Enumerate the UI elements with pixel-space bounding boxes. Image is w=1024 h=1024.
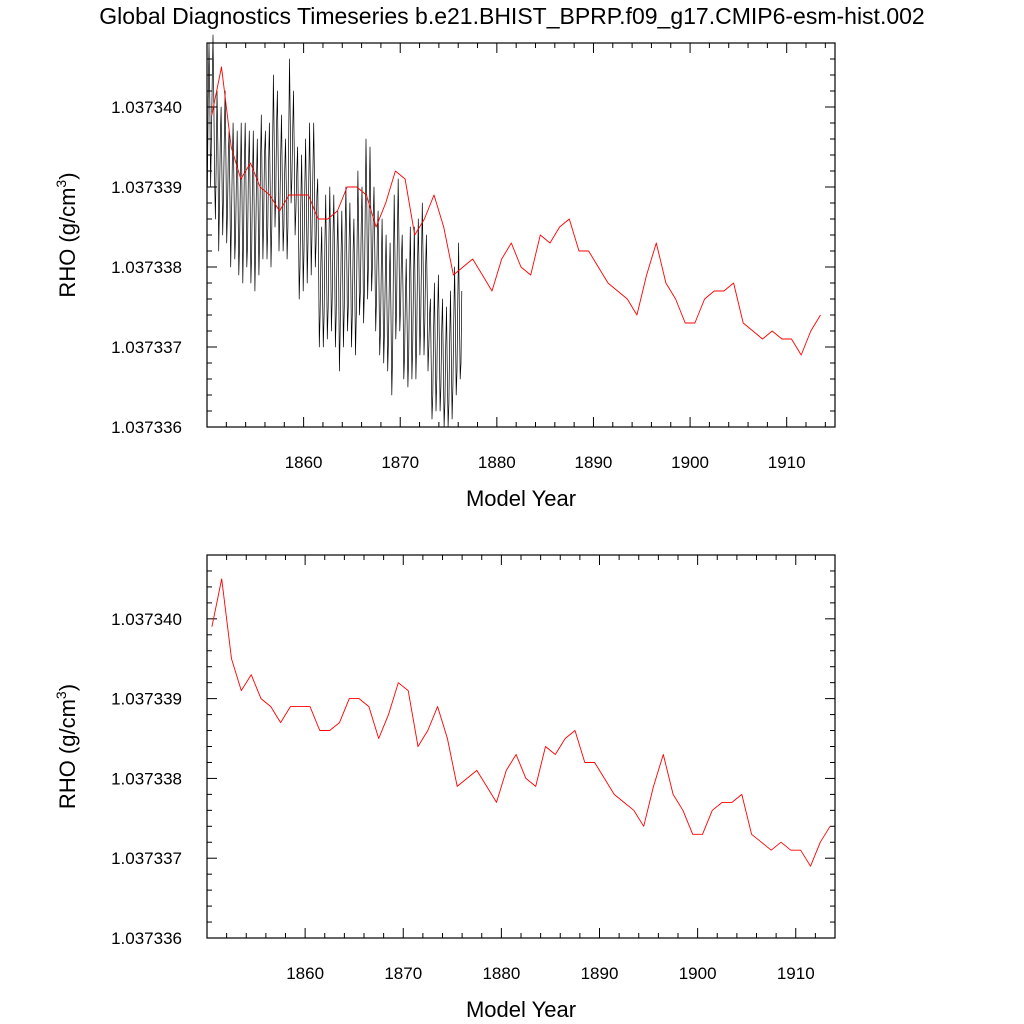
x-tick-label: 1860 [286, 964, 324, 983]
y-tick-label: 1.037338 [111, 769, 182, 788]
y-axis-label-close: ) [55, 172, 80, 179]
annual-mean-series-line [211, 66, 821, 356]
x-tick-label: 1900 [671, 453, 709, 472]
y-tick-label: 1.037340 [111, 98, 182, 117]
y-tick-label: 1.037337 [111, 849, 182, 868]
x-tick-label: 1870 [384, 964, 422, 983]
y-axis-label-superscript: 3 [53, 691, 69, 699]
x-axis-label: Model Year [466, 486, 576, 511]
annual-mean-series-line [211, 578, 831, 867]
plot-frame [206, 42, 836, 428]
y-tick-label: 1.037339 [111, 690, 182, 709]
y-tick-label: 1.037337 [111, 338, 182, 357]
x-tick-label: 1900 [679, 964, 717, 983]
chart-panel-top: 1860 1870 1880 1890 1900 1910 1.037336 1.037337… [53, 34, 836, 511]
y-axis-label-superscript: 3 [53, 180, 69, 188]
y-tick-label: 1.037338 [111, 258, 182, 277]
x-tick-label: 1860 [285, 453, 323, 472]
x-tick-label: 1880 [478, 453, 516, 472]
y-axis-label-text: RHO (g/cm [55, 699, 80, 809]
y-axis-label: RHO (g/cm3) [53, 172, 80, 297]
y-tick-label: 1.037336 [111, 929, 182, 948]
monthly-series-line [207, 34, 463, 428]
x-tick-label: 1910 [777, 964, 815, 983]
x-axis-label: Model Year [466, 997, 576, 1022]
page-title: Global Diagnostics Timeseries b.e21.BHIS… [99, 3, 925, 29]
y-tick-label: 1.037336 [111, 418, 182, 437]
y-tick-label: 1.037339 [111, 178, 182, 197]
y-axis-label-close: ) [55, 684, 80, 691]
x-tick-label: 1890 [581, 964, 619, 983]
plot-frame [206, 554, 836, 939]
x-tick-label: 1880 [482, 964, 520, 983]
x-tick-label: 1870 [381, 453, 419, 472]
y-axis-label: RHO (g/cm3) [53, 684, 80, 809]
y-axis-label-text: RHO (g/cm [55, 188, 80, 298]
y-tick-label: 1.037340 [111, 610, 182, 629]
x-tick-label: 1910 [768, 453, 806, 472]
x-tick-label: 1890 [575, 453, 613, 472]
chart-panel-bottom: 1860 1870 1880 1890 1900 1910 1.037336 1.037337… [53, 554, 836, 1022]
